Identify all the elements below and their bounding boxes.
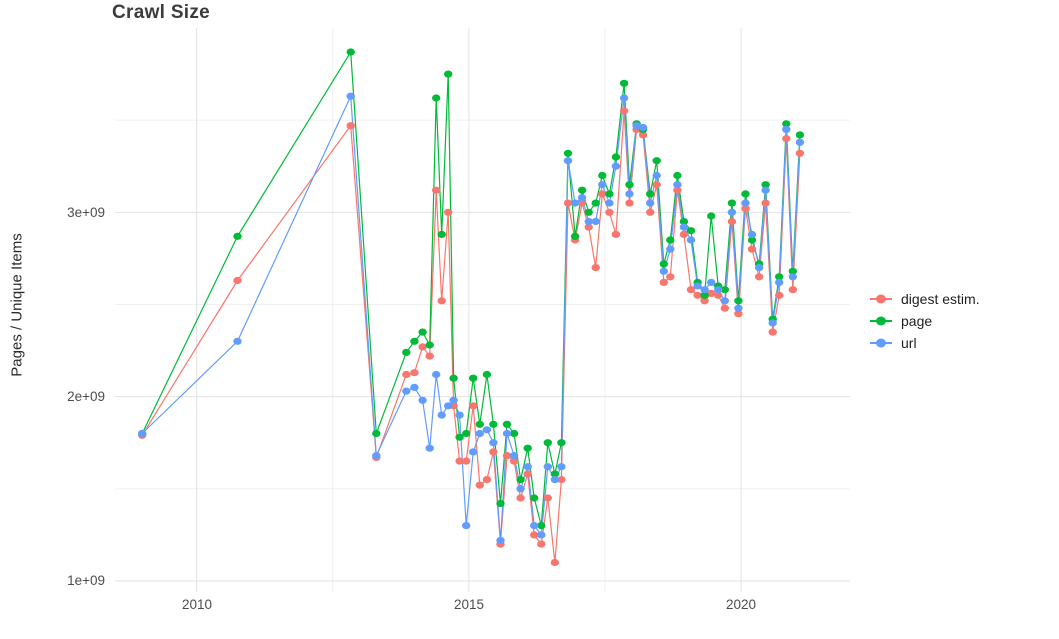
legend-dot-icon <box>876 316 886 326</box>
y-tick-label-3e9: 3e+09 <box>67 205 105 220</box>
legend-key-url-icon <box>870 336 892 350</box>
x-tick-label-2015: 2015 <box>453 597 485 612</box>
legend-label-page: page <box>901 313 933 329</box>
y-tick-label-1e9: 1e+09 <box>67 573 105 588</box>
chart-title: Crawl Size <box>112 2 211 23</box>
legend-label-digest-estim: digest estim. <box>901 291 980 307</box>
legend-item-page: page <box>870 313 980 329</box>
legend-dot-icon <box>876 294 886 304</box>
legend-item-url: url <box>870 335 980 351</box>
legend-dot-icon <box>876 338 886 348</box>
y-tick-label-2e9: 2e+09 <box>67 389 105 404</box>
x-tick-label-2010: 2010 <box>181 597 213 612</box>
legend-key-digest-estim-icon <box>870 292 892 306</box>
legend: digest estim. page url <box>870 285 980 357</box>
legend-label-url: url <box>901 335 917 351</box>
legend-item-digest-estim: digest estim. <box>870 291 980 307</box>
legend-key-page-icon <box>870 314 892 328</box>
y-axis-label: Pages / Unique Items <box>8 233 26 377</box>
x-tick-label-2020: 2020 <box>725 597 757 612</box>
